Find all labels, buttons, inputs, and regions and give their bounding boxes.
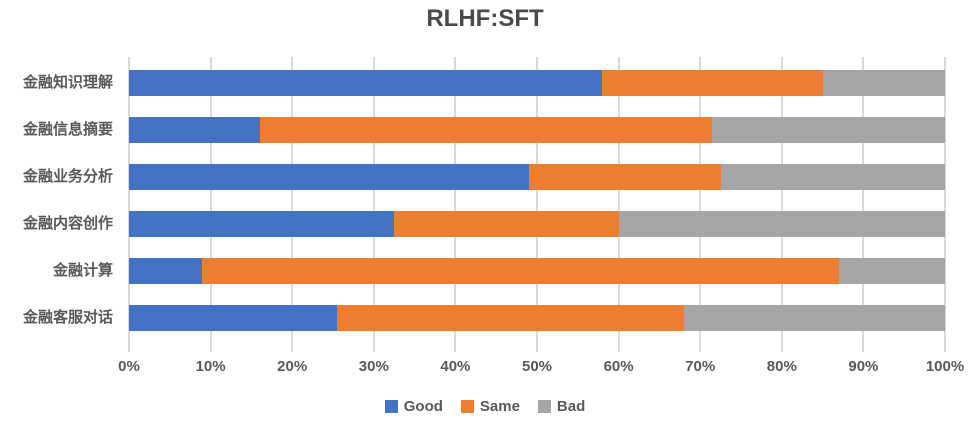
legend-label-bad: Bad (556, 397, 586, 415)
x-tick-label: 20% (277, 358, 308, 375)
gridline (209, 57, 212, 352)
x-tick-label: 80% (766, 358, 797, 375)
bar-segment-good (129, 117, 260, 143)
legend-swatch-good-icon (384, 399, 398, 413)
gridline (291, 57, 294, 352)
bar-segment-good (129, 305, 338, 331)
gridline (536, 57, 538, 352)
category-label: 金融知识理解 (22, 74, 113, 91)
bar-row (129, 117, 945, 143)
category-label: 金融业务分析 (22, 168, 113, 185)
category-label: 金融信息摘要 (22, 121, 113, 138)
bar-row (129, 70, 945, 96)
x-tick-label: 90% (848, 358, 879, 375)
gridline (699, 57, 702, 352)
bar-segment-good (129, 164, 529, 190)
bar-row (129, 211, 945, 237)
bar-segment-bad (822, 70, 945, 96)
bar-row (129, 164, 945, 190)
legend-swatch-bad-icon (537, 399, 551, 413)
category-labels: 金融知识理解 金融信息摘要 金融业务分析 金融内容创作金融计算金融客服对话 (0, 57, 121, 352)
legend-item-bad: Bad (537, 397, 586, 415)
legend-label-good: Good (403, 397, 443, 415)
x-tick-label: 30% (358, 358, 389, 375)
x-tick-label: 70% (685, 358, 716, 375)
x-tick-label: 100% (925, 358, 965, 375)
bar-segment-bad (618, 211, 945, 237)
x-tick-label: 40% (440, 358, 471, 375)
x-tick-label: 10% (195, 358, 226, 375)
bar-segment-good (129, 70, 603, 96)
x-axis-ticks: 0% 10% 20% 30% 40% 50% 60% 70% 80% 90% 100% (118, 358, 964, 378)
bar-row (129, 258, 945, 284)
bar-segment-same (202, 258, 839, 284)
bar-segment-same (337, 305, 684, 331)
bar-segment-good (129, 258, 203, 284)
bar-segment-same (394, 211, 619, 237)
gridline (617, 57, 620, 352)
category-label: 金融计算 (52, 262, 113, 279)
legend-item-same: Same (460, 397, 520, 415)
legend-swatch-same-icon (460, 399, 474, 413)
legend: Good Same Bad (0, 396, 970, 416)
gridline (780, 57, 783, 352)
category-label: 金融内容创作 (22, 215, 113, 232)
x-tick-label: 0% (118, 358, 140, 375)
x-tick-label: 60% (603, 358, 634, 375)
bar-segment-bad (712, 117, 945, 143)
gridline (128, 57, 130, 352)
chart-title: RLHF:SFT (426, 5, 544, 32)
bar-segment-bad (838, 258, 945, 284)
bar-segment-bad (720, 164, 945, 190)
bar-row (129, 305, 945, 331)
bar-segment-same (528, 164, 721, 190)
legend-item-good: Good (384, 397, 443, 415)
bar-segment-same (259, 117, 713, 143)
gridline (454, 57, 457, 352)
category-label: 金融客服对话 (22, 309, 113, 326)
bar-segment-bad (683, 305, 945, 331)
gridline (862, 57, 865, 352)
x-tick-label: 50% (521, 358, 553, 375)
plot-area (128, 57, 946, 352)
gridline (372, 57, 375, 352)
gridline (944, 57, 946, 352)
bar-segment-good (129, 211, 395, 237)
bar-segment-same (602, 70, 823, 96)
legend-label-same: Same (479, 397, 520, 415)
